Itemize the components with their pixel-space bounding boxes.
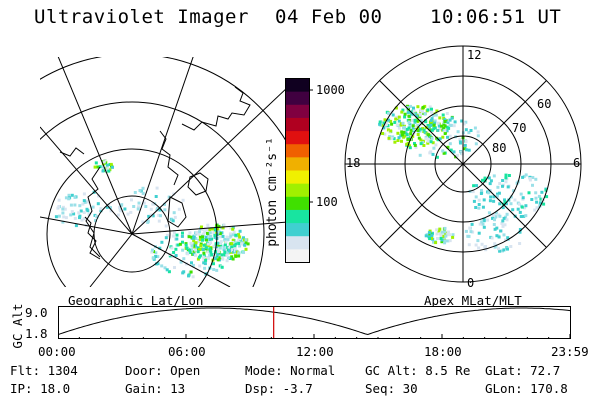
coastlines xyxy=(59,86,251,260)
timeline-xtick-0: 00:00 xyxy=(38,344,76,359)
colorbar xyxy=(285,78,313,263)
sequence-number: Seq: 30 xyxy=(365,381,418,396)
mlat-label-60: 60 xyxy=(537,97,552,111)
timeline-xtick-4: 23:59 xyxy=(551,344,589,359)
colorbar-tick-1000: 1000 xyxy=(316,83,345,97)
aurora-pixels xyxy=(54,159,250,279)
mode-value: Mode: Normal xyxy=(245,363,336,378)
dsp-value: Dsp: -3.7 xyxy=(245,381,313,396)
timeline-xtick-1: 06:00 xyxy=(168,344,206,359)
altitude-timeline xyxy=(58,306,571,339)
instrument-title: Ultraviolet Imager xyxy=(34,6,249,28)
timeline-ytick-bottom: 1.8 xyxy=(25,326,48,341)
mlt-label-0: 0 xyxy=(467,276,475,290)
gain-value: Gain: 13 xyxy=(125,381,186,396)
door-status: Door: Open xyxy=(125,363,201,378)
mlt-label-6: 6 xyxy=(573,156,581,170)
time-label: 10:06:51 UT xyxy=(430,6,562,28)
colorbar-label: photon cm⁻²s⁻¹ xyxy=(265,137,280,247)
ip-value: IP: 18.0 xyxy=(10,381,71,396)
colorbar-tick-100: 100 xyxy=(316,195,338,209)
timeline-ytick-top: 9.0 xyxy=(25,305,48,320)
geo-latitude: GLat: 72.7 xyxy=(485,363,561,378)
mlat-label-80: 80 xyxy=(492,141,507,155)
timeline-axis-label: GC Alt xyxy=(10,303,25,349)
mlt-label-18: 18 xyxy=(346,156,361,170)
flight-number: Flt: 1304 xyxy=(10,363,78,378)
mlat-label-70: 70 xyxy=(512,121,527,135)
geo-panel-label: Geographic Lat/Lon xyxy=(68,293,204,308)
timeline-xtick-3: 18:00 xyxy=(424,344,462,359)
geo-longitude: GLon: 170.8 xyxy=(485,381,568,396)
geographic-map xyxy=(40,57,288,287)
mlt-label-12: 12 xyxy=(467,48,482,62)
mlt-polar-map xyxy=(344,45,582,283)
gc-altitude: GC Alt: 8.5 Re xyxy=(365,363,471,378)
date-label: 04 Feb 00 xyxy=(275,6,383,28)
timeline-xtick-2: 12:00 xyxy=(296,344,334,359)
mlt-panel-label: Apex MLat/MLT xyxy=(424,293,522,308)
